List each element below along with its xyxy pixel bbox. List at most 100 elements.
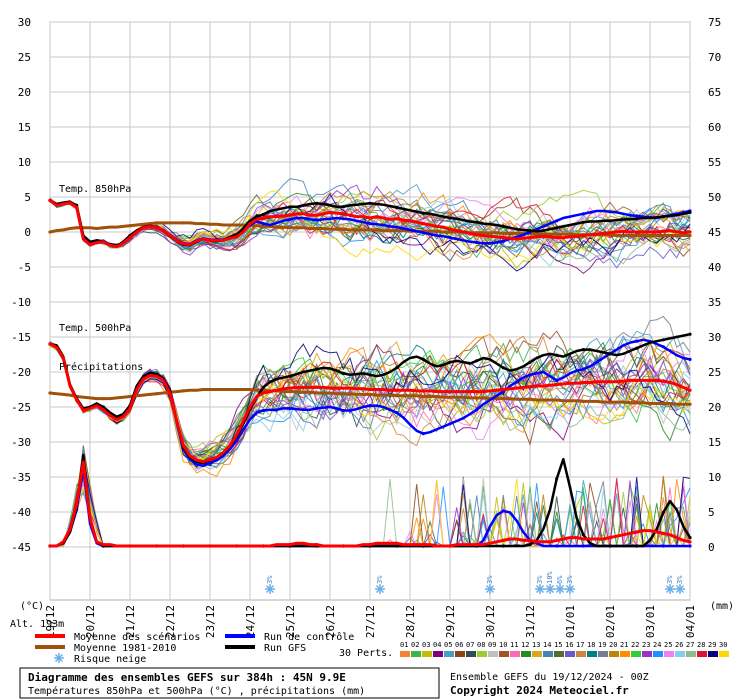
x-tick-label: 25/12 <box>284 605 297 638</box>
panel-label-t850: Temp. 850hPa <box>59 184 131 195</box>
series-t500-point <box>661 379 665 383</box>
perturbation-number: 08 <box>477 641 485 649</box>
series-t500-point <box>528 373 532 377</box>
series-t500-point <box>395 366 399 370</box>
perturbation-number: 25 <box>664 641 672 649</box>
series-t850-point <box>555 236 559 240</box>
series-t500-point <box>101 397 105 401</box>
series-t850-point <box>661 229 665 233</box>
perturbation-number: 09 <box>488 641 496 649</box>
x-tick-label: 23/12 <box>204 605 217 638</box>
perturbation-t500-line <box>49 342 691 461</box>
perturbation-number: 07 <box>466 641 474 649</box>
x-tick-label: 03/01 <box>644 605 657 638</box>
series-t850-point <box>288 226 292 230</box>
series-precip-point <box>555 538 559 543</box>
series-t850-point <box>581 212 585 216</box>
perturbation-number: 06 <box>455 641 463 649</box>
series-t500-point <box>688 402 692 406</box>
right-tick-label: 20 <box>708 401 721 414</box>
x-tick-label: 02/01 <box>604 605 617 638</box>
snowflake-stroke <box>675 584 685 594</box>
left-axis-unit: (°C) <box>20 601 44 612</box>
series-t850-point <box>475 233 479 237</box>
series-precip-point <box>101 543 105 547</box>
perturbation-t500-line <box>49 342 691 468</box>
series-precip-point <box>501 544 505 548</box>
perturbation-number: 12 <box>521 641 529 649</box>
series-t500-point <box>208 461 212 465</box>
series-t500-point <box>475 408 479 412</box>
perturbation-swatch <box>554 651 564 657</box>
series-precip-point <box>661 531 665 536</box>
panel-label-precip: Précipitations <box>59 361 143 373</box>
snowflake-icon <box>565 584 575 594</box>
x-tick-label: 24/12 <box>244 605 257 638</box>
series-t850-point <box>608 219 612 223</box>
series-precip-point <box>48 544 52 548</box>
series-t850-point <box>315 218 319 222</box>
series-t500-point <box>475 396 479 400</box>
right-tick-label: 10 <box>708 471 721 484</box>
series-t500-point <box>288 386 292 390</box>
series-t500-point <box>208 387 212 392</box>
series-t850-point <box>128 236 132 240</box>
series-t850-point <box>261 222 265 226</box>
series-t500-point <box>661 338 665 342</box>
series-precip-point <box>528 538 532 543</box>
snow-risk-label: 3% <box>486 575 494 584</box>
series-precip-point <box>581 537 585 541</box>
snow-risk-label: 6% <box>556 575 564 584</box>
snowflake-icon <box>535 584 545 594</box>
series-t850-point <box>208 222 212 226</box>
series-t500-point <box>448 422 452 426</box>
x-tick-label: 31/12 <box>524 605 537 638</box>
series-t850-point <box>688 233 692 238</box>
perturbation-number: 28 <box>697 641 705 649</box>
x-tick-label: 27/12 <box>364 605 377 638</box>
series-precip-point <box>688 540 692 544</box>
perturbation-swatch <box>433 651 443 657</box>
series-precip-point <box>395 544 399 548</box>
series-precip-point <box>448 544 452 548</box>
snowflake-stroke <box>535 584 545 594</box>
series-t850-point <box>288 205 292 209</box>
series-t850-point <box>475 240 479 245</box>
series-t500-point <box>75 398 79 402</box>
series-precip-point <box>315 543 319 547</box>
perturbation-t500-line <box>49 343 691 466</box>
left-tick-label: -20 <box>11 366 31 379</box>
series-t500-point <box>448 390 452 394</box>
series-t500-point <box>528 385 532 389</box>
perturbation-number: 24 <box>653 641 661 649</box>
series-t850-point <box>155 226 159 230</box>
series-t850-point <box>261 212 265 217</box>
series-t500-point <box>421 357 425 361</box>
series-t850-point <box>688 230 692 234</box>
series-t850-point <box>661 233 665 238</box>
series-t850-point <box>235 235 239 239</box>
perturbation-swatch <box>664 651 674 657</box>
series-precip-point <box>555 544 559 548</box>
series-t850-point <box>501 231 505 235</box>
series-t850-point <box>395 229 399 233</box>
series-t500-point <box>448 360 452 364</box>
legend-label-mean: Moyenne des scénarios <box>74 631 200 643</box>
perturbation-number: 04 <box>433 641 441 649</box>
series-t850-point <box>261 216 265 220</box>
series-t500-point <box>341 371 345 375</box>
perturbation-number: 27 <box>686 641 694 649</box>
perturbation-number: 18 <box>587 641 595 649</box>
snow-risk-label: 3% <box>376 575 384 584</box>
series-precip-point <box>368 543 372 547</box>
series-t500-point <box>155 374 159 378</box>
right-tick-label: 25 <box>708 366 721 379</box>
right-tick-label: 60 <box>708 121 721 134</box>
series-t850-point <box>635 233 639 238</box>
series-t850-point <box>341 205 345 209</box>
series-t850-point <box>368 201 372 205</box>
series-precip-point <box>581 544 585 548</box>
left-tick-label: 20 <box>18 86 31 99</box>
series-t500-point <box>48 391 52 395</box>
series-t500-point <box>395 388 399 392</box>
